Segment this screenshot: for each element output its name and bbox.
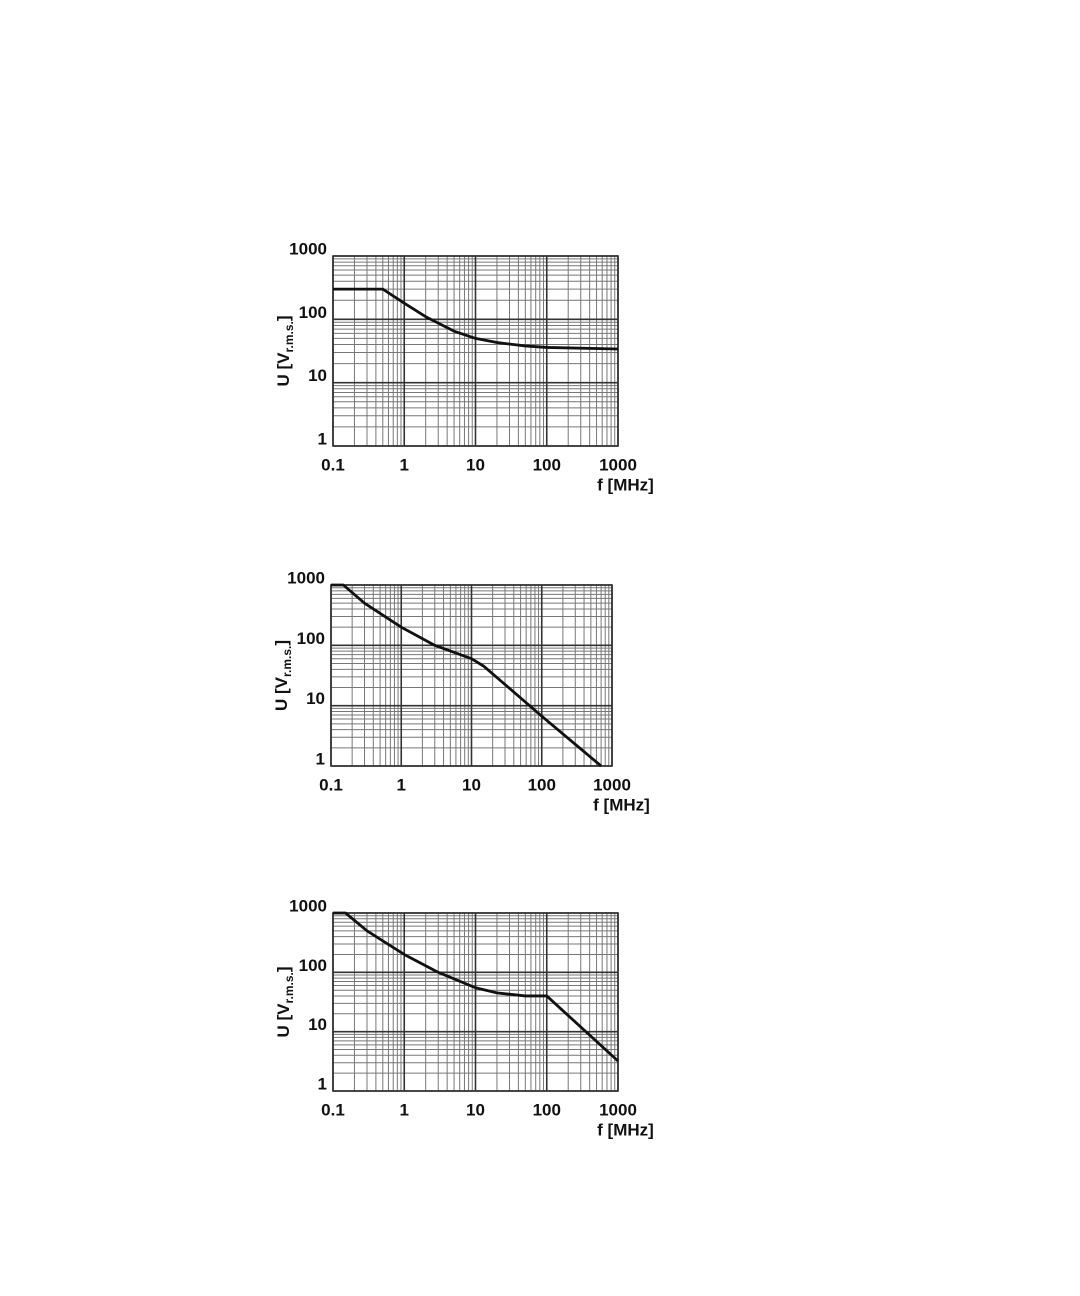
curve (333, 287, 619, 351)
x-tick-label: 1000 (599, 455, 637, 474)
curve (331, 583, 603, 768)
y-axis-label-end: ] (272, 640, 291, 646)
y-axis-label-end: ] (274, 315, 293, 321)
x-tick-label: 100 (533, 1100, 561, 1119)
x-tick-label: 10 (462, 775, 481, 794)
y-axis-label: U [Vr.m.s.] (272, 640, 294, 711)
x-tick-label: 0.1 (321, 455, 345, 474)
y-axis-label-main: U [V (274, 1003, 293, 1038)
y-tick-label: 10 (306, 689, 325, 708)
curve (333, 911, 619, 1063)
x-tick-label: 10 (466, 1100, 485, 1119)
x-tick-label: 0.1 (319, 775, 343, 794)
y-axis-label-main: U [V (274, 352, 293, 387)
y-tick-label: 1 (316, 749, 325, 768)
x-tick-label: 1 (400, 1100, 409, 1119)
y-tick-label: 100 (299, 956, 327, 975)
x-tick-label: 1000 (593, 775, 631, 794)
y-tick-label: 1000 (287, 568, 325, 587)
x-tick-label: 1 (397, 775, 406, 794)
plot-frame (330, 584, 613, 767)
y-axis-label: U [Vr.m.s.] (274, 315, 296, 386)
y-tick-label: 1000 (289, 239, 327, 258)
y-tick-label: 100 (299, 303, 327, 322)
plot-frame (332, 255, 619, 447)
x-tick-label: 100 (533, 455, 561, 474)
y-tick-label: 1 (318, 1074, 327, 1093)
y-tick-label: 10 (308, 1015, 327, 1034)
y-axis-label-sub: r.m.s. (282, 321, 296, 352)
y-axis-label-sub: r.m.s. (280, 646, 294, 677)
x-tick-label: 10 (466, 455, 485, 474)
y-tick-label: 1000 (289, 896, 327, 915)
x-tick-label: 1000 (599, 1100, 637, 1119)
y-tick-label: 1 (318, 429, 327, 448)
y-axis-label: U [Vr.m.s.] (274, 966, 296, 1037)
y-axis-label-main: U [V (272, 676, 291, 711)
x-tick-label: 1 (400, 455, 409, 474)
y-axis-label-sub: r.m.s. (282, 972, 296, 1003)
plot-frame (332, 912, 619, 1092)
y-tick-label: 100 (297, 629, 325, 648)
x-axis-label: f [MHz] (597, 1120, 654, 1139)
y-axis-label-end: ] (274, 966, 293, 972)
x-axis-label: f [MHz] (593, 795, 650, 814)
x-tick-label: 100 (528, 775, 556, 794)
x-tick-label: 0.1 (321, 1100, 345, 1119)
y-tick-label: 10 (308, 366, 327, 385)
x-axis-label: f [MHz] (597, 475, 654, 494)
